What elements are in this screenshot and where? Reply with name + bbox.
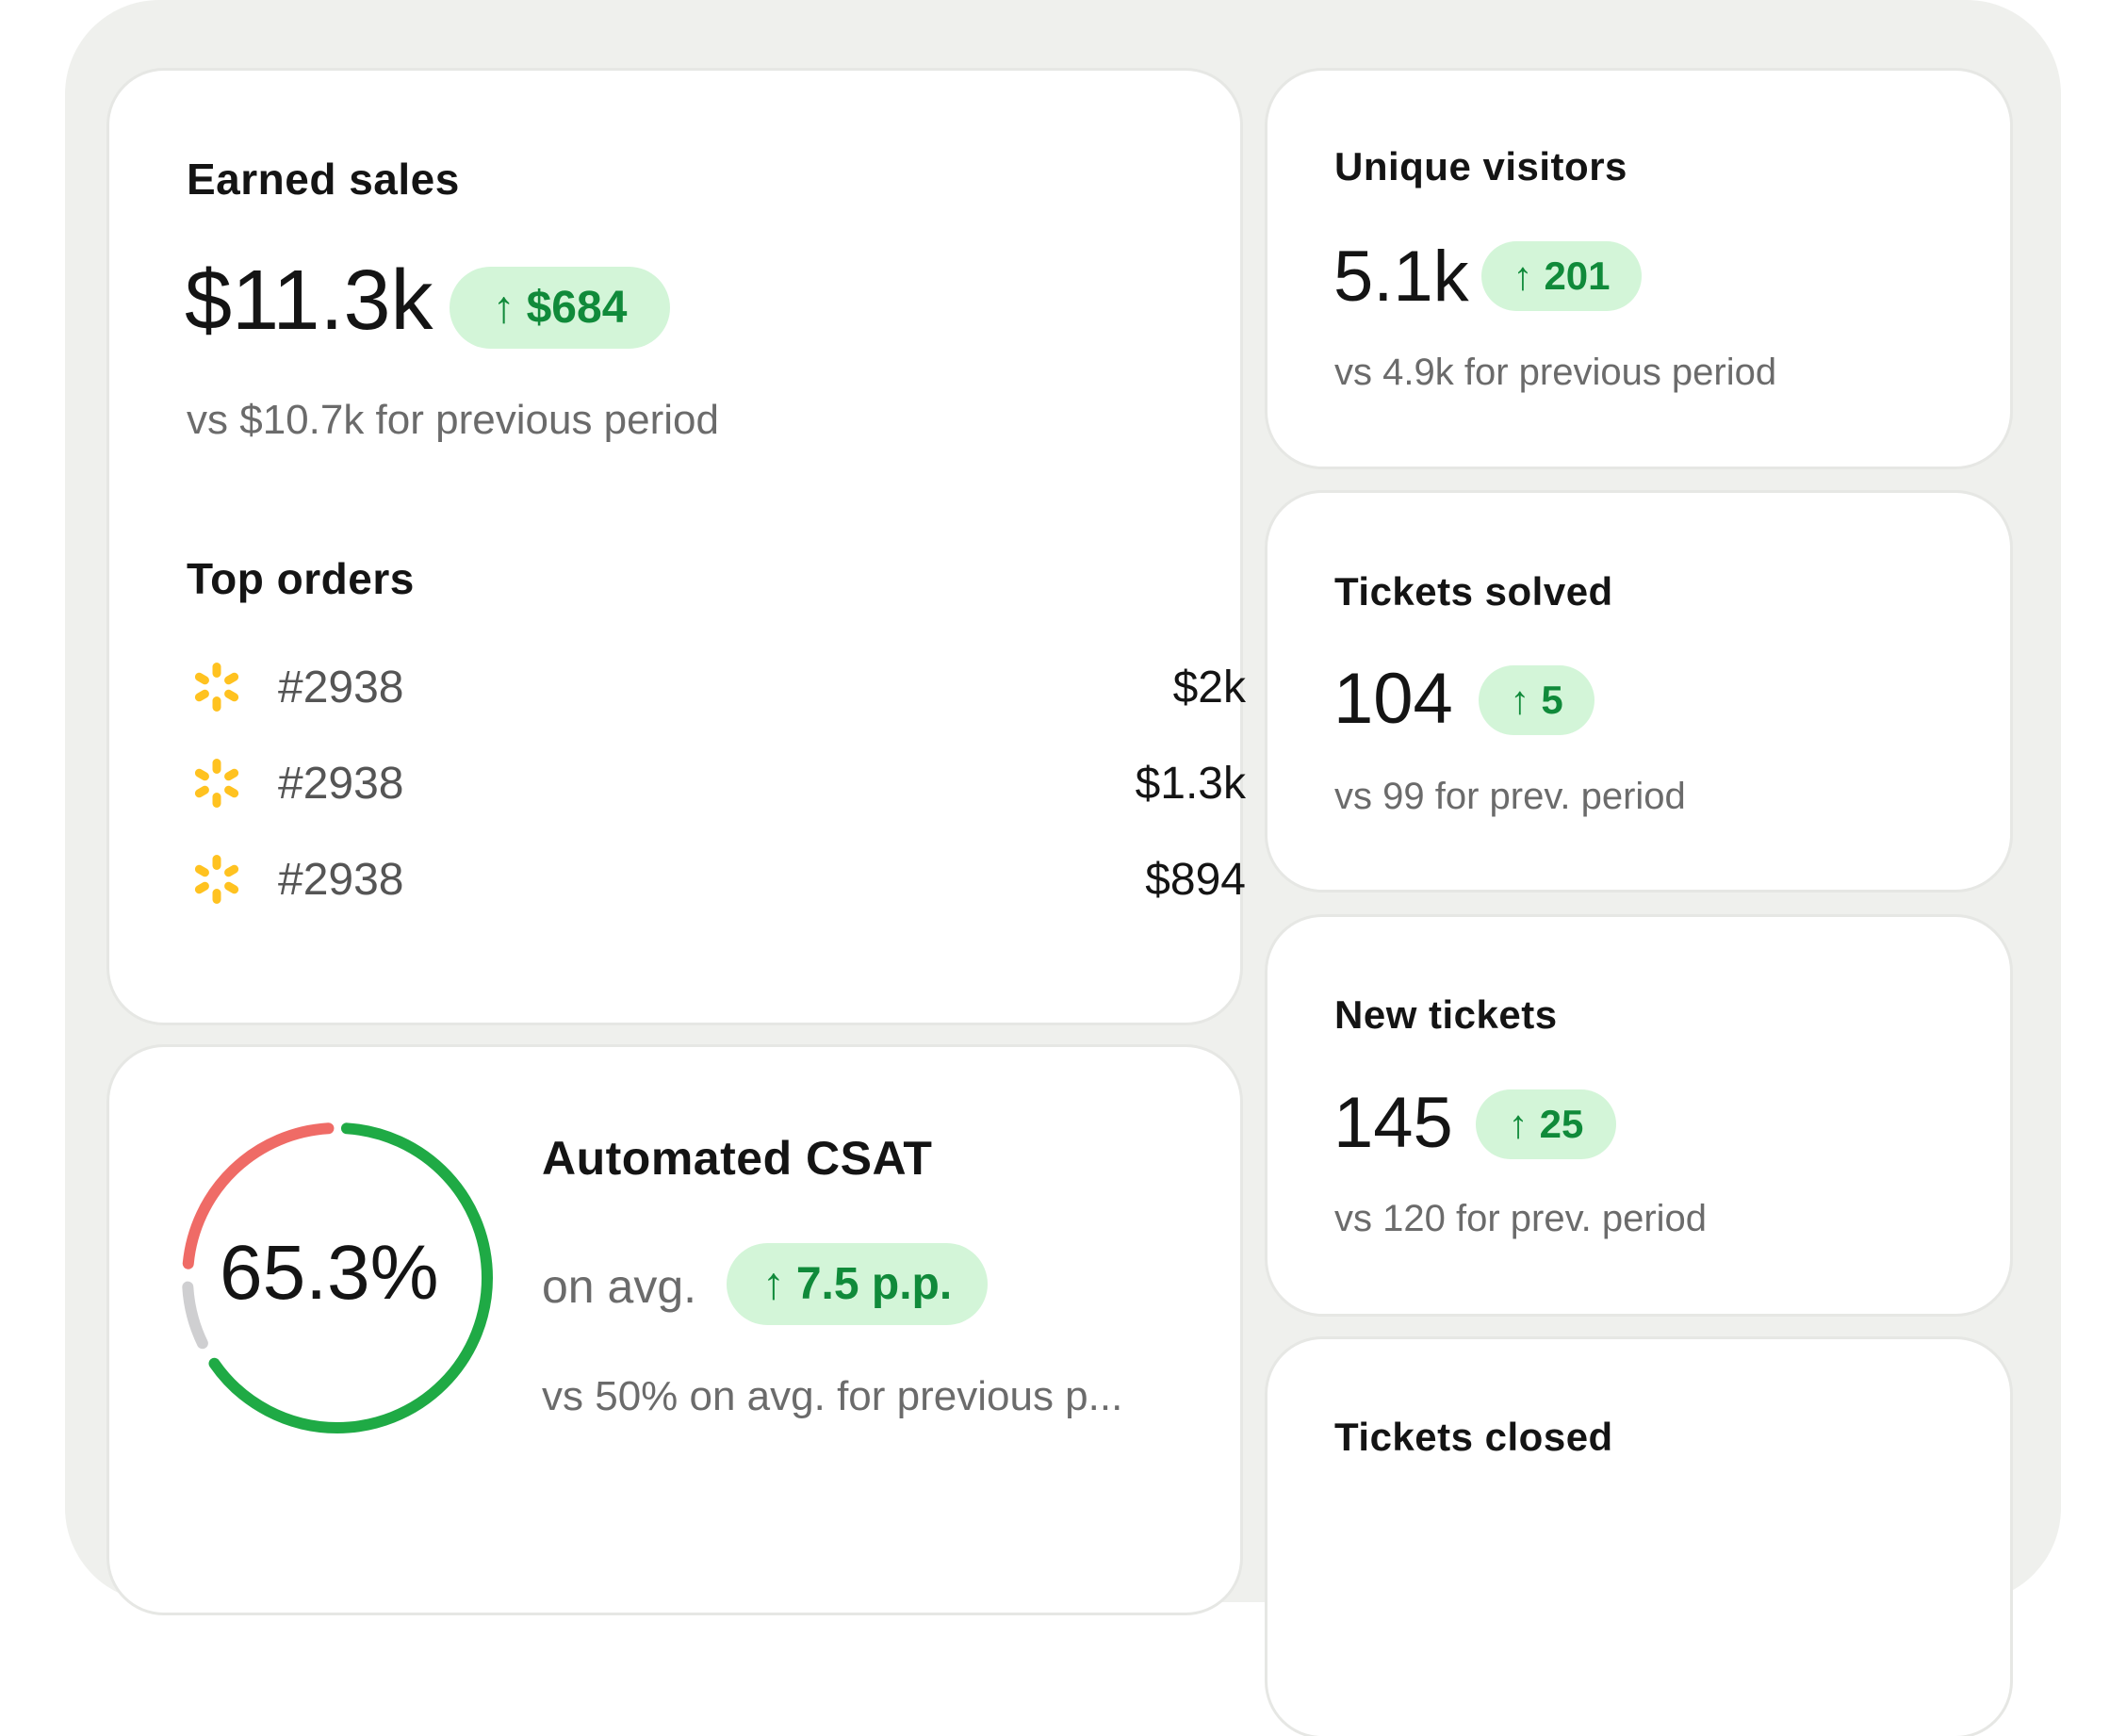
comparison-text: vs 99 for prev. period <box>1334 776 1686 817</box>
delta-value: 201 <box>1544 254 1611 298</box>
card-title: New tickets <box>1334 992 1558 1037</box>
card-title: Unique visitors <box>1334 144 1627 188</box>
csat-card[interactable]: 65.3% Automated CSAT on avg. ↑ 7.5 p.p. … <box>109 1047 1240 1613</box>
arrow-up-icon: ↑ <box>1510 678 1530 722</box>
metric-value: 5.1k <box>1333 237 1469 317</box>
arrow-up-icon: ↑ <box>1513 254 1533 298</box>
walmart-spark-icon <box>194 759 239 808</box>
order-id: #2938 <box>278 662 404 712</box>
unique-visitors-card[interactable]: Unique visitors 5.1k ↑ 201 vs 4.9k for p… <box>1267 71 2010 467</box>
order-amount: $1.3k <box>1135 758 1246 809</box>
csat-value: 65.3% <box>220 1230 439 1316</box>
comparison-text: vs 4.9k for previous period <box>1334 352 1777 393</box>
delta-badge: ↑ 5 <box>1479 665 1594 735</box>
delta-badge: ↑ 201 <box>1481 241 1642 311</box>
new-tickets-card[interactable]: New tickets 145 ↑ 25 vs 120 for prev. pe… <box>1267 917 2010 1314</box>
walmart-spark-icon <box>194 663 239 712</box>
comparison-text: vs $10.7k for previous period <box>187 397 719 443</box>
metric-value: 145 <box>1333 1083 1453 1163</box>
order-row[interactable]: #2938 $2k <box>190 649 1246 725</box>
tickets-solved-card[interactable]: Tickets solved 104 ↑ 5 vs 99 for prev. p… <box>1267 493 2010 890</box>
comparison-text: vs 120 for prev. period <box>1334 1198 1708 1239</box>
card-title: Tickets solved <box>1334 569 1613 614</box>
delta-value: 5 <box>1541 678 1563 722</box>
order-row[interactable]: #2938 $894 <box>190 842 1246 917</box>
arrow-up-icon: ↑ <box>761 1259 785 1309</box>
order-id: #2938 <box>278 758 404 809</box>
metric-value: $11.3k <box>185 254 433 348</box>
order-id: #2938 <box>278 854 404 905</box>
tickets-closed-card[interactable]: Tickets closed <box>1267 1339 2010 1736</box>
csat-gauge <box>182 1122 493 1433</box>
arrow-up-icon: ↑ <box>492 283 515 333</box>
delta-badge: ↑ $684 <box>450 267 670 349</box>
walmart-spark-icon <box>194 855 239 904</box>
delta-value: $684 <box>526 283 628 333</box>
order-row[interactable]: #2938 $1.3k <box>190 745 1246 821</box>
delta-badge: ↑ 25 <box>1476 1089 1616 1159</box>
delta-badge: ↑ 7.5 p.p. <box>727 1243 988 1325</box>
order-amount: $894 <box>1145 854 1246 905</box>
card-title: Earned sales <box>187 155 460 204</box>
earned-sales-card[interactable]: Earned sales $11.3k ↑ $684 vs $10.7k for… <box>109 71 1246 1023</box>
comparison-text: vs 50% on avg. for previous p... <box>542 1373 1123 1419</box>
card-title: Tickets closed <box>1334 1415 1613 1459</box>
card-title: Automated CSAT <box>542 1132 933 1185</box>
delta-value: 25 <box>1539 1102 1584 1146</box>
delta-value: 7.5 p.p. <box>795 1259 953 1309</box>
metric-value: 104 <box>1333 659 1453 739</box>
top-orders-title: Top orders <box>187 554 415 603</box>
order-amount: $2k <box>1172 662 1246 712</box>
gauge-segment-positive <box>182 1122 493 1433</box>
arrow-up-icon: ↑ <box>1508 1102 1529 1146</box>
csat-label: on avg. <box>542 1260 697 1313</box>
